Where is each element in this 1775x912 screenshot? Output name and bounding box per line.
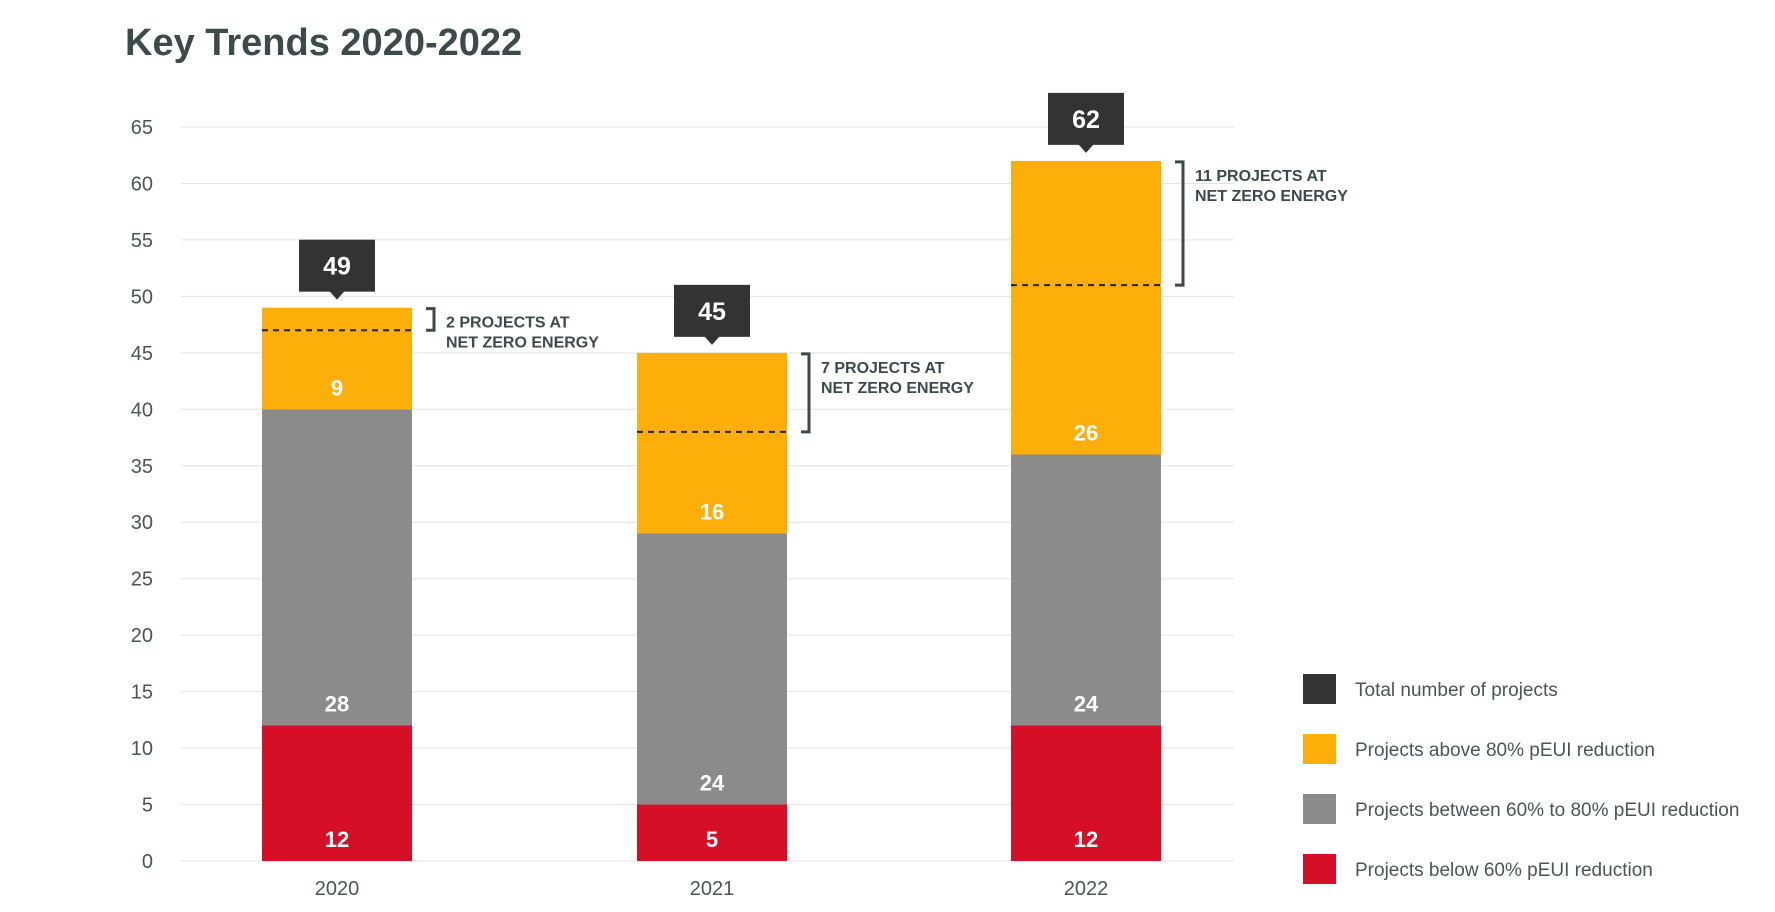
y-tick-label: 35 (131, 456, 153, 478)
y-tick-label: 50 (131, 286, 153, 308)
net-zero-annotation: 11 PROJECTS AT (1195, 168, 1327, 185)
bar-segment (1011, 160, 1161, 455)
y-tick-label: 10 (131, 738, 153, 760)
legend-label: Total number of projects (1355, 680, 1558, 701)
net-zero-bracket (426, 307, 436, 332)
legend-swatch (1303, 674, 1336, 704)
total-callout (674, 284, 750, 337)
legend-swatch (1303, 854, 1336, 884)
bar-segment (262, 409, 412, 726)
total-callout (299, 239, 375, 292)
y-tick-label: 55 (131, 230, 153, 252)
total-callout (1048, 92, 1124, 145)
data-label: 28 (325, 691, 349, 716)
data-label: 24 (700, 771, 725, 796)
total-label: 49 (323, 253, 351, 281)
legend-label: Projects below 60% pEUI reduction (1355, 860, 1653, 881)
total-label: 45 (698, 298, 726, 326)
data-label: 5 (706, 827, 718, 852)
callout-pointer (704, 335, 720, 345)
legend-label: Projects between 60% to 80% pEUI reducti… (1355, 800, 1739, 821)
y-tick-label: 15 (131, 682, 153, 704)
y-tick-label: 40 (131, 399, 153, 421)
x-tick-label: 2022 (1064, 878, 1109, 900)
chart-title: Key Trends 2020-2022 (125, 22, 523, 64)
data-label: 9 (331, 375, 343, 400)
net-zero-bracket (1175, 160, 1185, 287)
bar-segment (637, 804, 787, 861)
bar-segment (262, 307, 412, 410)
net-zero-annotation: NET ZERO ENERGY (446, 335, 599, 352)
total-label: 62 (1072, 106, 1100, 134)
y-tick-label: 5 (142, 795, 153, 817)
net-zero-bracket (801, 352, 811, 434)
bar-segment (637, 533, 787, 805)
callout-pointer (329, 290, 345, 300)
bar-segment (1011, 454, 1161, 726)
y-tick-label: 45 (131, 343, 153, 365)
legend-swatch (1303, 794, 1336, 824)
bar-segment (637, 352, 787, 534)
net-zero-annotation: NET ZERO ENERGY (1195, 188, 1348, 205)
net-zero-annotation: NET ZERO ENERGY (821, 380, 974, 397)
legend-swatch (1303, 734, 1336, 764)
bar-segment (262, 725, 412, 861)
data-label: 24 (1074, 691, 1099, 716)
legend-label: Projects above 80% pEUI reduction (1355, 740, 1655, 761)
bar-segment (1011, 725, 1161, 861)
y-tick-label: 0 (142, 851, 153, 873)
data-label: 26 (1074, 420, 1098, 445)
net-zero-annotation: 2 PROJECTS AT (446, 315, 570, 332)
callout-pointer (1078, 143, 1094, 153)
x-tick-label: 2021 (690, 878, 735, 900)
y-tick-label: 25 (131, 569, 153, 591)
net-zero-annotation: 7 PROJECTS AT (821, 360, 945, 377)
y-tick-label: 30 (131, 512, 153, 534)
x-tick-label: 2020 (315, 878, 360, 900)
data-label: 12 (1074, 827, 1098, 852)
data-label: 12 (325, 827, 349, 852)
data-label: 16 (700, 500, 724, 525)
y-tick-label: 65 (131, 117, 153, 139)
y-tick-label: 60 (131, 173, 153, 195)
y-tick-label: 20 (131, 625, 153, 647)
